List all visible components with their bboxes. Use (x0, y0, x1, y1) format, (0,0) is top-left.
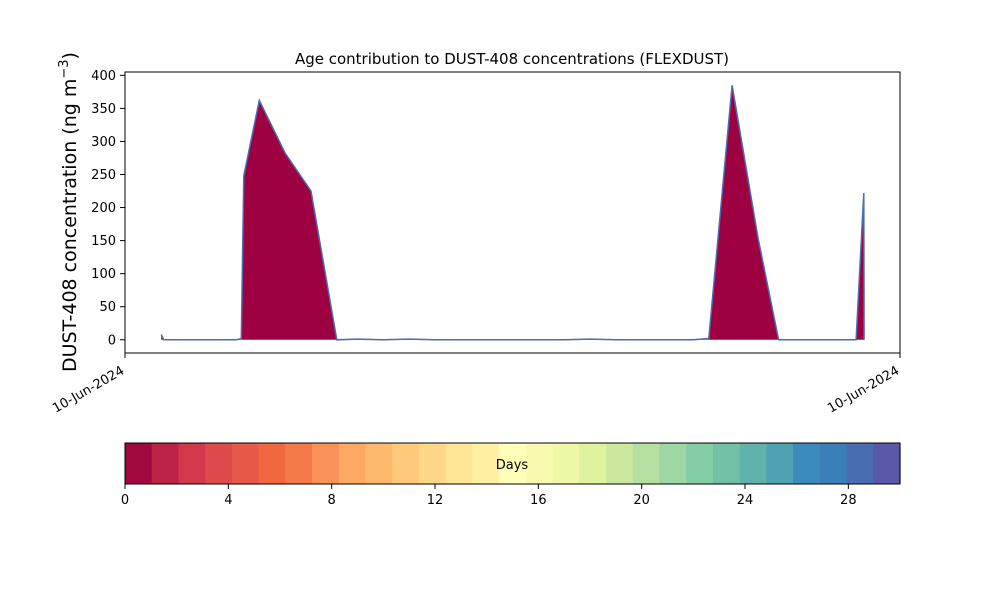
colorbar-cell (873, 443, 901, 484)
colorbar-cell (472, 443, 500, 484)
colorbar-cell (739, 443, 767, 484)
y-tick-label: 0 (108, 333, 116, 348)
colorbar-tick-label: 8 (328, 493, 336, 508)
plot-area: 0 50 100 150 200 250 300 350 400 10-Jun-2024 10-J… (50, 69, 902, 417)
y-tick-label: 400 (91, 69, 116, 84)
colorbar: Days 0 4 8 12 16 20 24 28 (121, 442, 901, 508)
colorbar-label: Days (496, 458, 529, 473)
colorbar-cell (632, 443, 661, 484)
colorbar-cell (365, 443, 393, 484)
y-tick-label: 150 (91, 234, 116, 249)
colorbar-cell (338, 443, 367, 484)
colorbar-cell (819, 443, 848, 484)
colorbar-cell (205, 443, 233, 484)
y-tick-label: 250 (91, 168, 116, 183)
y-tick-label: 200 (91, 201, 116, 216)
colorbar-cell (766, 443, 794, 484)
colorbar-cell (392, 443, 420, 484)
colorbar-tick-label: 28 (840, 493, 857, 508)
colorbar-tick-label: 12 (427, 493, 444, 508)
colorbar-cell (846, 443, 874, 484)
colorbar-cell (178, 443, 206, 484)
colorbar-cell (659, 443, 687, 484)
plot-frame (124, 71, 901, 354)
y-axis-label-superscript: −3 (57, 59, 72, 78)
colorbar-cell (151, 443, 180, 484)
colorbar-cells (125, 443, 901, 484)
colorbar-cell (285, 443, 313, 484)
colorbar-cell (231, 443, 260, 484)
colorbar-cell (499, 443, 527, 484)
x-tick-label: 10-Jun-2024 (825, 363, 902, 416)
colorbar-tick-label: 24 (737, 493, 754, 508)
colorbar-ticks: 0 4 8 12 16 20 24 28 (121, 484, 857, 508)
colorbar-cell (125, 443, 153, 484)
colorbar-cell (552, 443, 580, 484)
y-tick-label: 100 (91, 267, 116, 282)
y-axis: 0 50 100 150 200 250 300 350 400 (91, 69, 125, 348)
colorbar-tick-label: 16 (530, 493, 547, 508)
colorbar-cell (686, 443, 714, 484)
colorbar-tick-label: 4 (224, 493, 232, 508)
colorbar-cell (793, 443, 821, 484)
x-axis: 10-Jun-2024 10-Jun-2024 (50, 353, 902, 416)
colorbar-tick-label: 20 (633, 493, 650, 508)
y-axis-label-close: ) (59, 52, 81, 59)
colorbar-frame (124, 442, 901, 485)
colorbar-cell (606, 443, 634, 484)
colorbar-cell (525, 443, 554, 484)
colorbar-tick-label: 0 (121, 493, 129, 508)
series-outline-0 (160, 85, 865, 341)
y-tick-label: 300 (91, 135, 116, 150)
y-tick-label: 350 (91, 102, 116, 117)
series-area-0 (161, 85, 865, 340)
y-axis-label: DUST-408 concentration (ng m−3) (57, 52, 81, 372)
colorbar-cell (445, 443, 474, 484)
colorbar-cell (418, 443, 447, 484)
colorbar-cell (579, 443, 607, 484)
colorbar-cell (312, 443, 340, 484)
colorbar-cell (712, 443, 741, 484)
colorbar-cell (258, 443, 286, 484)
chart-title: Age contribution to DUST-408 concentrati… (295, 50, 729, 68)
y-tick-label: 50 (99, 300, 116, 315)
series-layer (160, 85, 865, 341)
